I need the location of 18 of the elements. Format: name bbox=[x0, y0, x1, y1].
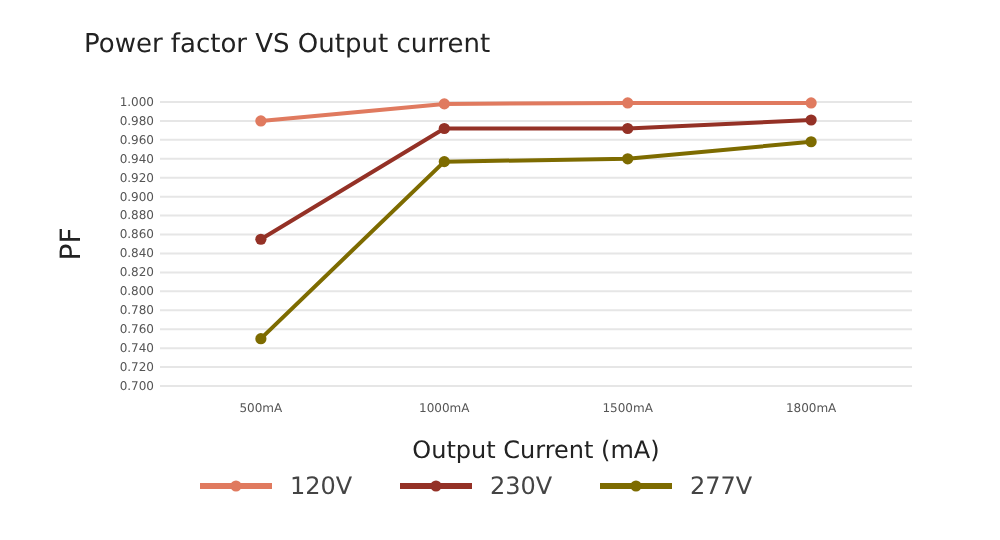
point bbox=[805, 97, 817, 109]
chart-title: Power factor VS Output current bbox=[84, 30, 491, 60]
point bbox=[255, 333, 267, 345]
legend-label: 120V bbox=[290, 472, 354, 501]
point bbox=[805, 136, 817, 148]
point bbox=[622, 97, 634, 109]
point bbox=[805, 114, 817, 126]
x-axis-title: Output Current (mA) bbox=[412, 436, 660, 464]
legend-label: 230V bbox=[490, 472, 554, 501]
point bbox=[438, 98, 450, 110]
point bbox=[438, 156, 450, 168]
y-axis-title: PF bbox=[56, 227, 88, 261]
point bbox=[622, 153, 634, 165]
point bbox=[255, 233, 267, 245]
point bbox=[438, 122, 450, 135]
point bbox=[622, 122, 634, 135]
legend-label: 277V bbox=[690, 472, 754, 501]
point bbox=[255, 115, 267, 127]
